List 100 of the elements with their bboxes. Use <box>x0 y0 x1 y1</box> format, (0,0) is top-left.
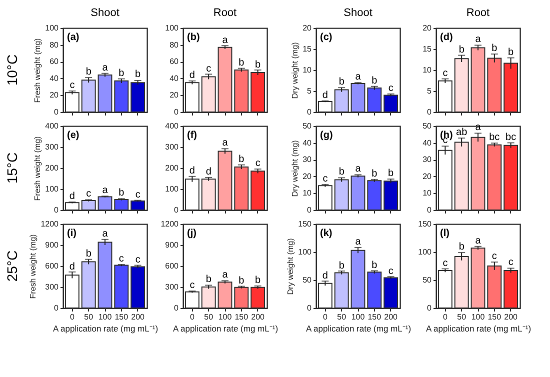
annotation: c <box>206 64 212 75</box>
annotation: b <box>118 68 125 79</box>
y-tick-label: 100 <box>418 248 432 256</box>
y-tick-label: 0 <box>54 108 60 116</box>
x-tick-label: 150 <box>368 312 382 322</box>
annotation: a <box>222 138 228 149</box>
annotation: b <box>238 275 245 286</box>
chart-title: Root <box>466 7 490 19</box>
annotation: b <box>338 76 345 88</box>
x-axis-title: A application rate (mg mL⁻¹) <box>52 324 158 334</box>
y-tick-label: 20 <box>170 90 180 100</box>
annotation: b <box>372 260 378 272</box>
x-tick-label: 0 <box>322 312 328 322</box>
y-tick-label: 600 <box>165 262 180 270</box>
annotation: c <box>322 173 328 184</box>
annotation: b <box>508 46 514 58</box>
annotation: d <box>189 165 195 176</box>
annotation: b <box>458 242 465 253</box>
y-tick-label: 0 <box>54 206 60 214</box>
y-tick-label: 50 <box>422 122 432 130</box>
y-tick-label: 20 <box>302 24 312 32</box>
annotation: (d) <box>440 32 453 43</box>
x-axis-title: A application rate (mg mL⁻¹) <box>426 324 532 334</box>
y-tick-label: 600 <box>45 262 60 270</box>
annotation: (k) <box>320 228 332 239</box>
annotation: (b) <box>187 32 200 43</box>
y-tick-label: 100 <box>45 184 60 194</box>
annotation: b <box>458 44 465 56</box>
x-tick-label: 100 <box>351 312 366 322</box>
x-tick-label: 100 <box>218 312 232 322</box>
x-tick-label: 50 <box>84 312 94 322</box>
annotation: b <box>255 59 262 70</box>
y-tick-label: 150 <box>418 220 432 228</box>
annotation: (e) <box>67 130 80 141</box>
annotation: (g) <box>320 130 333 141</box>
y-tick-label: 300 <box>165 282 180 292</box>
annotation: a <box>475 235 482 246</box>
annotation: c <box>388 266 394 277</box>
annotation: c <box>492 251 497 262</box>
annotation: c <box>442 68 448 79</box>
annotation: d <box>322 90 328 101</box>
x-tick-label: 200 <box>131 312 146 322</box>
annotation: b <box>372 75 378 86</box>
annotation: (f) <box>187 130 197 141</box>
x-tick-label: 50 <box>337 312 347 322</box>
annotation: b <box>338 260 345 272</box>
annotation: (c) <box>320 32 332 43</box>
y-tick-label: 50 <box>302 122 312 130</box>
y-tick-label: 10 <box>422 66 432 74</box>
annotation: b <box>135 69 142 80</box>
y-tick-label: 0 <box>427 108 432 116</box>
x-tick-label: 0 <box>190 312 195 322</box>
y-tick-label: 15 <box>422 44 432 54</box>
annotation: b <box>86 248 92 260</box>
y-tick-label: 20 <box>422 24 432 32</box>
text: 15°C <box>4 152 20 184</box>
y-tick-label: 60 <box>170 57 180 66</box>
y-tick-label: 1200 <box>40 220 60 228</box>
y-tick-label: 60 <box>50 57 60 66</box>
y-tick-label: 200 <box>45 164 60 172</box>
annotation: c <box>255 158 260 170</box>
y-tick-label: 20 <box>50 90 60 100</box>
y-tick-label: 40 <box>50 74 60 83</box>
x-tick-label: 150 <box>234 312 249 322</box>
annotation: b <box>372 168 378 180</box>
y-tick-label: 15 <box>302 44 312 54</box>
y-tick-label: 900 <box>45 240 60 250</box>
y-tick-label: 80 <box>50 40 60 50</box>
annotation: bc <box>506 132 516 143</box>
y-tick-label: 0 <box>174 206 180 214</box>
chart-title: Shoot <box>90 7 120 19</box>
y-tick-label: 40 <box>170 74 180 83</box>
annotation: (l) <box>440 228 450 239</box>
chart-title: Root <box>213 7 237 19</box>
annotation: a <box>102 62 108 74</box>
y-tick-label: 40 <box>302 138 312 148</box>
annotation: d <box>322 270 328 282</box>
y-axis-title: Fresh weight (mg) <box>33 38 42 103</box>
x-axis-title: A application rate (mg mL⁻¹) <box>172 324 278 334</box>
annotation: a <box>355 72 362 83</box>
annotation: d <box>189 70 195 81</box>
y-tick-label: 5 <box>427 86 432 96</box>
y-axis-title: Dry weight (mg) <box>290 140 300 197</box>
annotation: b <box>238 154 245 165</box>
annotation: a <box>102 185 108 196</box>
y-axis-title: Dry weight (mg) <box>290 42 300 99</box>
annotation: c <box>118 253 124 264</box>
y-tick-label: 20 <box>422 172 432 181</box>
annotation: c <box>508 257 514 268</box>
annotation: a <box>222 35 228 46</box>
annotation: (a) <box>67 32 80 43</box>
annotation: ab <box>456 127 468 138</box>
y-axis-title: Fresh weight (mg) <box>28 234 38 299</box>
annotation: c <box>442 258 448 270</box>
y-tick-label: 10 <box>302 188 312 198</box>
y-tick-label: 0 <box>307 304 312 312</box>
y-axis-title: Dry weight (mg) <box>286 238 296 295</box>
y-tick-label: 5 <box>307 86 312 96</box>
annotation: b <box>388 168 394 180</box>
x-tick-label: 200 <box>384 312 398 322</box>
